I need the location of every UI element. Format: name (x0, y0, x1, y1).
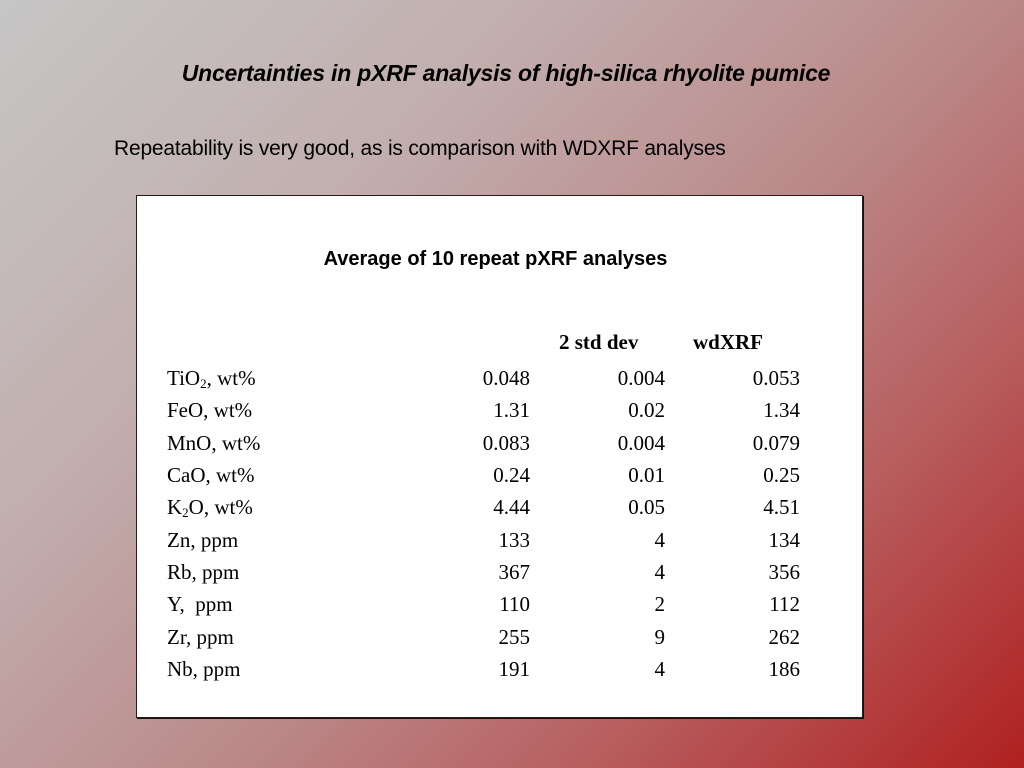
analyte-unit: , wt% (206, 366, 256, 391)
analyte-unit: , ppm (185, 624, 234, 649)
analyte-label: Rb, ppm (167, 556, 367, 588)
std-dev-value: 0.02 (628, 398, 665, 423)
average-value: 1.31 (493, 398, 530, 423)
std-dev-value: 0.05 (628, 495, 665, 520)
analyte-unit: , ppm (191, 559, 240, 584)
analyte-name: Zn (167, 527, 191, 552)
wdxrf-value: 262 (768, 624, 801, 649)
analyte-unit: , wt% (211, 430, 261, 455)
analyte-name: K (167, 495, 183, 520)
table-row: FeO, wt% 1.31 0.02 1.34 (167, 394, 800, 426)
analyte-label: Zn, ppm (167, 523, 367, 555)
average-value: 367 (498, 559, 531, 584)
average-value: 0.048 (482, 366, 530, 391)
wdxrf-value: 186 (768, 656, 801, 681)
analyte-label: TiO2, wt% (167, 362, 367, 394)
analyte-subscript: 2 (200, 376, 207, 392)
analyte-label: FeO, wt% (167, 394, 367, 426)
table-row: MnO, wt% 0.083 0.004 0.079 (167, 427, 800, 459)
table-row: Zn, ppm 133 4 134 (167, 523, 800, 555)
analyte-name: FeO (167, 398, 204, 423)
average-value: 0.083 (482, 430, 530, 455)
analyte-unit: , wt% (205, 463, 255, 488)
std-dev-value: 4 (654, 527, 666, 552)
wdxrf-value: 0.053 (752, 366, 800, 391)
table-title: Average of 10 repeat pXRF analyses (323, 248, 668, 270)
wdxrf-value: 112 (769, 592, 800, 617)
analyte-label: CaO, wt% (167, 459, 367, 491)
std-dev-value: 2 (654, 592, 666, 617)
analyte-name: Zr (167, 624, 186, 649)
results-table-body: TiO2, wt% 0.048 0.004 0.053 FeO, wt% 1.31 0.02… (167, 362, 800, 685)
std-dev-value: 4 (654, 656, 666, 681)
analyte-name: Y (167, 592, 180, 617)
table-row: Rb, ppm 367 4 356 (167, 556, 800, 588)
analyte-unit: O, wt% (188, 495, 253, 520)
std-dev-value: 9 (654, 624, 666, 649)
wdxrf-value: 1.34 (763, 398, 800, 423)
table-row: TiO2, wt% 0.048 0.004 0.053 (167, 362, 800, 394)
wdxrf-value: 4.51 (763, 495, 800, 520)
average-value: 4.44 (493, 495, 530, 520)
analyte-unit: , wt% (203, 398, 253, 423)
wdxrf-value: 134 (768, 527, 801, 552)
wdxrf-value: 356 (768, 559, 801, 584)
std-dev-value: 0.004 (617, 430, 665, 455)
table-row: CaO, wt% 0.24 0.01 0.25 (167, 459, 800, 491)
average-value: 110 (499, 592, 530, 617)
wdxrf-value: 0.25 (763, 463, 800, 488)
analyte-name: Nb (167, 656, 193, 681)
wdxrf-value: 0.079 (752, 430, 800, 455)
analyte-label: Nb, ppm (167, 653, 367, 685)
analyte-name: CaO (167, 463, 206, 488)
std-dev-value: 4 (654, 559, 666, 584)
analyte-label: K2O, wt% (167, 491, 367, 523)
average-value: 133 (498, 527, 531, 552)
table-row: Nb, ppm 191 4 186 (167, 653, 800, 685)
average-value: 191 (498, 656, 531, 681)
table-row: Zr, ppm 255 9 262 (167, 620, 800, 652)
average-value: 255 (498, 624, 531, 649)
analyte-name: MnO (167, 430, 212, 455)
results-table-panel: Average of 10 repeat pXRF analyses 2 std… (136, 195, 863, 718)
slide-subtitle: Repeatability is very good, as is compar… (114, 137, 726, 160)
analyte-name: Rb (167, 559, 192, 584)
table-row: K2O, wt% 4.44 0.05 4.51 (167, 491, 800, 523)
results-table: TiO2, wt% 0.048 0.004 0.053 FeO, wt% 1.31 0.02… (167, 362, 800, 685)
analyte-unit: , ppm (192, 656, 241, 681)
analyte-unit: , ppm (179, 592, 233, 617)
analyte-label: MnO, wt% (167, 427, 367, 459)
analyte-label: Y, ppm (167, 588, 367, 620)
std-dev-value: 0.01 (628, 463, 665, 488)
std-dev-value: 0.004 (617, 366, 665, 391)
slide-title: Uncertainties in pXRF analysis of high-s… (181, 60, 831, 86)
column-header-wdxrf: wdXRF (693, 330, 764, 354)
table-row: Y, ppm 110 2 112 (167, 588, 800, 620)
average-value: 0.24 (493, 463, 530, 488)
analyte-label: Zr, ppm (167, 620, 367, 652)
analyte-subscript: 2 (182, 505, 189, 521)
column-header-2-std-dev: 2 std dev (559, 330, 639, 354)
analyte-name: TiO (167, 366, 201, 391)
analyte-unit: , ppm (190, 527, 239, 552)
